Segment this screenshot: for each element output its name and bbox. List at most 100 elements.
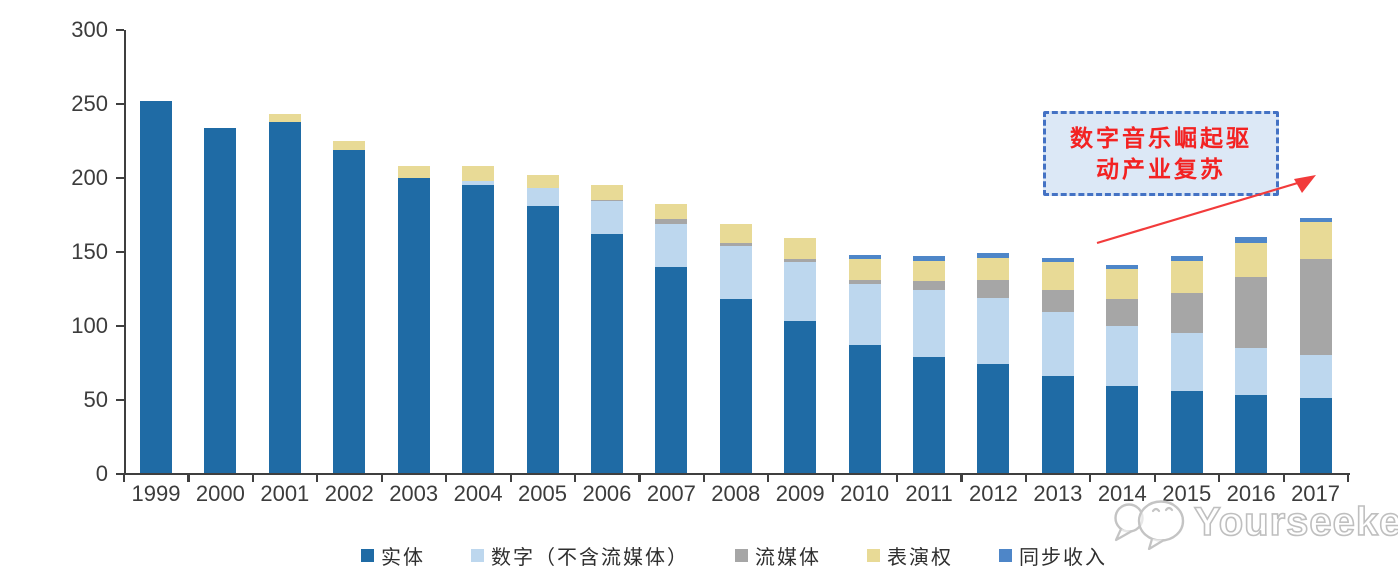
x-axis-tick-label: 2012 xyxy=(968,480,1018,506)
x-axis-tick xyxy=(445,473,448,482)
x-axis-tick-label: 2010 xyxy=(840,480,890,506)
watermark: Yourseeker xyxy=(1108,494,1398,550)
x-axis-tick xyxy=(316,473,319,482)
x-axis-tick xyxy=(380,473,383,482)
legend-swatch-physical-icon xyxy=(361,549,374,562)
x-axis-tick-label: 2011 xyxy=(905,480,953,506)
x-axis-tick xyxy=(251,473,255,482)
annotation-text-line2: 动产业复苏 xyxy=(1096,155,1226,182)
x-axis-tick xyxy=(831,473,834,482)
bar-2006-streaming xyxy=(590,200,623,202)
bar-2004-digital-excl-streaming xyxy=(462,180,495,186)
legend-swatch-sync-revenue-icon xyxy=(999,549,1012,562)
bar-2004-performance-rights xyxy=(462,166,495,181)
bar-2001-performance-rights xyxy=(268,114,301,122)
bar-2016-streaming xyxy=(1235,276,1268,348)
x-axis-tick-label: 2017 xyxy=(1291,480,1341,506)
bar-2003-performance-rights xyxy=(397,166,430,178)
y-axis-tick xyxy=(116,398,124,401)
bar-2007-digital-excl-streaming xyxy=(655,223,688,267)
bar-2014-performance-rights xyxy=(1106,269,1139,300)
bar-2014-streaming xyxy=(1106,299,1139,326)
legend-label-physical: 实体 xyxy=(381,547,425,569)
bar-2016-performance-rights xyxy=(1235,242,1268,277)
x-axis-line xyxy=(124,472,1350,475)
bar-2017-sync-revenue xyxy=(1299,217,1332,223)
bar-2014-sync-revenue xyxy=(1106,265,1139,270)
bar-2008-streaming xyxy=(719,242,752,246)
bar-2000-physical xyxy=(204,127,237,474)
legend-item-physical: 实体 xyxy=(361,541,425,570)
bar-2015-digital-excl-streaming xyxy=(1170,333,1203,391)
y-axis-tick xyxy=(116,250,124,253)
bar-2006-performance-rights xyxy=(590,185,623,200)
y-axis-tick-label: 200 xyxy=(71,164,108,190)
bar-2012-digital-excl-streaming xyxy=(977,297,1010,365)
y-axis-tick xyxy=(116,102,124,106)
x-axis-tick xyxy=(1089,473,1092,482)
x-axis-tick-label: 2009 xyxy=(775,480,825,506)
bar-2013-sync-revenue xyxy=(1041,257,1074,263)
x-axis-tick-label: 1999 xyxy=(131,480,181,506)
bar-2016-sync-revenue xyxy=(1235,236,1268,243)
legend-swatch-performance-rights-icon xyxy=(867,549,880,562)
bar-2017-physical xyxy=(1299,398,1332,474)
bar-2007-performance-rights xyxy=(655,204,688,220)
bar-2005-physical xyxy=(526,205,559,474)
x-axis-tick xyxy=(123,473,126,482)
bar-2014-physical xyxy=(1106,386,1139,474)
bar-2017-digital-excl-streaming xyxy=(1299,355,1332,399)
bar-2013-physical xyxy=(1041,375,1074,474)
legend-item-performance-rights: 表演权 xyxy=(867,541,953,570)
bar-2013-streaming xyxy=(1041,290,1074,313)
y-axis-tick-label: 150 xyxy=(71,238,108,264)
bar-2008-physical xyxy=(719,299,752,474)
y-axis-tick-label: 50 xyxy=(83,386,108,412)
bar-2005-performance-rights xyxy=(526,174,559,189)
arrow-head-icon xyxy=(1294,175,1316,193)
bar-2010-sync-revenue xyxy=(848,254,881,260)
bar-2015-performance-rights xyxy=(1170,260,1203,294)
bar-1999-physical xyxy=(140,100,172,474)
legend-label-performance-rights: 表演权 xyxy=(887,547,953,569)
bar-2012-performance-rights xyxy=(977,257,1010,280)
bar-2016-physical xyxy=(1235,395,1268,474)
x-axis-tick xyxy=(1024,473,1028,482)
bar-2011-physical xyxy=(913,356,946,474)
annotation-text-line1: 数字音乐崛起驱 xyxy=(1070,124,1252,151)
bar-2017-performance-rights xyxy=(1299,222,1332,260)
x-axis-tick xyxy=(509,473,512,482)
y-axis-line xyxy=(124,30,127,474)
legend-label-digital-excl-streaming: 数字（不含流媒体） xyxy=(491,547,689,569)
bar-2004-physical xyxy=(462,185,495,474)
watermark-text: Yourseeker xyxy=(1193,499,1398,545)
bar-2005-digital-excl-streaming xyxy=(526,188,559,206)
x-axis-tick-label: 2016 xyxy=(1226,480,1276,506)
bar-2009-performance-rights xyxy=(784,238,817,260)
bar-2010-streaming xyxy=(848,279,881,285)
x-axis-tick xyxy=(638,473,641,482)
bar-2013-digital-excl-streaming xyxy=(1041,312,1074,376)
bar-2011-sync-revenue xyxy=(913,256,946,261)
bar-2006-digital-excl-streaming xyxy=(590,201,623,234)
x-axis-tick xyxy=(1218,473,1221,482)
bar-2013-performance-rights xyxy=(1041,262,1074,291)
bar-2015-physical xyxy=(1170,390,1203,474)
x-axis-tick-label: 2008 xyxy=(711,480,761,506)
x-axis-tick xyxy=(1282,473,1285,482)
y-axis-tick-label: 300 xyxy=(71,17,108,42)
x-axis-tick-label: 2000 xyxy=(195,480,245,506)
bar-2007-streaming xyxy=(655,219,688,224)
y-axis-tick xyxy=(116,472,124,475)
legend-swatch-digital-excl-streaming-icon xyxy=(471,549,484,562)
x-axis-tick-label: 2002 xyxy=(324,480,374,506)
x-axis-tick xyxy=(573,473,577,482)
x-axis-tick-label: 2013 xyxy=(1033,480,1083,506)
x-axis-tick xyxy=(896,473,899,482)
bar-2010-digital-excl-streaming xyxy=(848,284,881,345)
bar-2009-streaming xyxy=(784,259,817,263)
x-axis-tick xyxy=(187,473,190,482)
chart-legend: 实体 数字（不含流媒体） 流媒体 表演权 同步收入 xyxy=(0,541,1398,570)
bar-2010-performance-rights xyxy=(848,259,881,280)
